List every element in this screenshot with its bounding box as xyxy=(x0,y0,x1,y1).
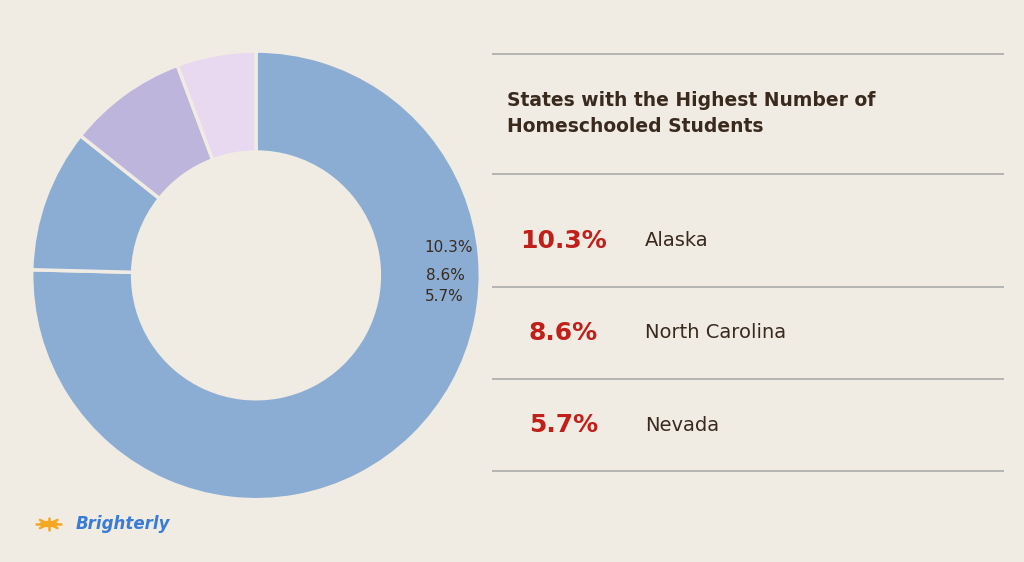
Circle shape xyxy=(40,522,57,527)
Wedge shape xyxy=(32,51,480,500)
Text: 8.6%: 8.6% xyxy=(528,321,598,345)
Text: Alaska: Alaska xyxy=(645,232,709,250)
Text: 8.6%: 8.6% xyxy=(426,268,465,283)
Wedge shape xyxy=(32,135,160,272)
Text: 5.7%: 5.7% xyxy=(425,289,464,304)
Text: Brighterly: Brighterly xyxy=(76,515,170,533)
Text: 10.3%: 10.3% xyxy=(520,229,606,253)
Text: Nevada: Nevada xyxy=(645,416,719,434)
Wedge shape xyxy=(81,65,213,198)
Text: 10.3%: 10.3% xyxy=(424,240,473,255)
Wedge shape xyxy=(177,51,256,160)
Text: North Carolina: North Carolina xyxy=(645,324,786,342)
Text: States with the Highest Number of
Homeschooled Students: States with the Highest Number of Homesc… xyxy=(507,91,876,136)
Text: 5.7%: 5.7% xyxy=(528,413,598,437)
